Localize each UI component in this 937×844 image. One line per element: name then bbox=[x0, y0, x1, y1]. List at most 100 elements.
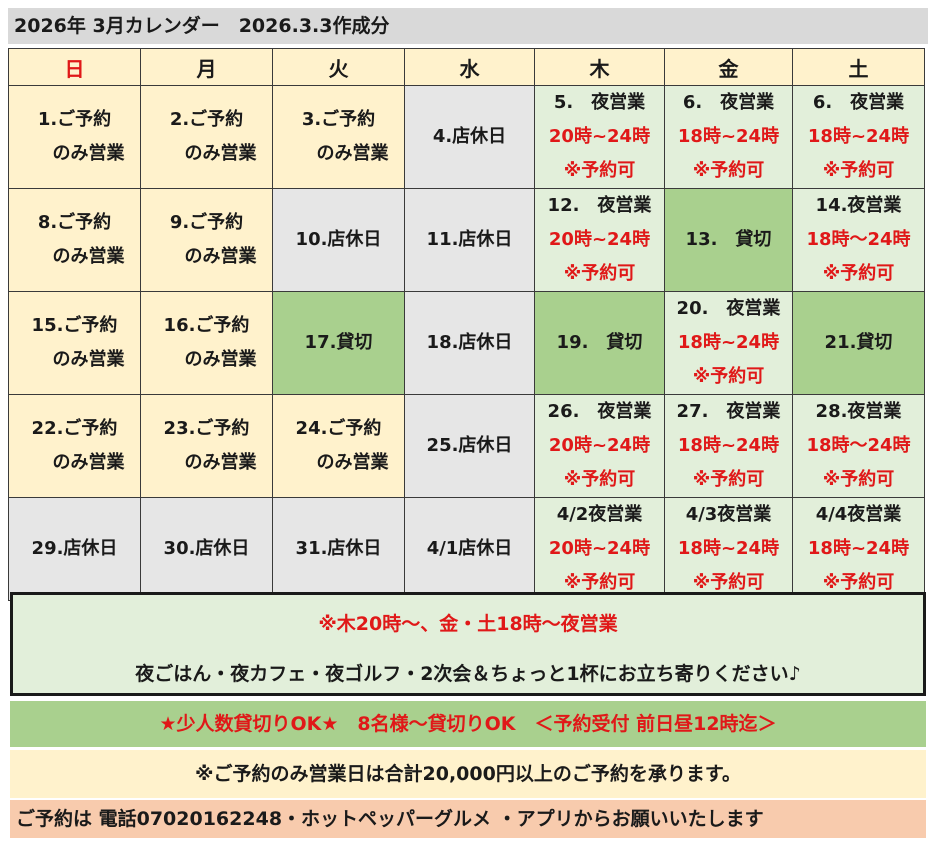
day-cell-reserve: 22.ご予約 のみ営業 bbox=[8, 394, 141, 498]
calendar-grid: 日 月 火 水 木 金 土 1.ご予約 のみ営業 2.ご予約 のみ営業 3.ご予約 のみ営… bbox=[8, 48, 925, 601]
calendar-week-row: 8.ご予約のみ営業 9.ご予約 のみ営業 10.店休日 11.店休日 12. 夜営業 20時… bbox=[8, 188, 925, 292]
day-cell-night: 27. 夜営業 18時~24時 ※予約可 bbox=[664, 394, 793, 498]
night-hours: 20時~24時 bbox=[548, 126, 651, 147]
day-cell-closed: 30.店休日 bbox=[140, 497, 273, 601]
day-label: 26. 夜営業 bbox=[547, 401, 652, 422]
reserve-only-text: のみ営業 bbox=[316, 143, 389, 164]
day-label: 17.貸切 bbox=[304, 332, 373, 353]
night-invite-text: 夜ごはん・夜カフェ・夜ゴルフ・2次会＆ちょっと1杯にお立ち寄りください♪ bbox=[135, 663, 801, 685]
reservation-available: ※予約可 bbox=[692, 366, 765, 387]
night-hours: 20時~24時 bbox=[548, 435, 651, 456]
night-hours-text: ※木20時～、金・土18時～夜営業 bbox=[318, 613, 618, 635]
day-cell-charter: 17.貸切 bbox=[272, 291, 405, 395]
day-cell-closed: 4/1店休日 bbox=[404, 497, 535, 601]
night-hours: 20時~24時 bbox=[548, 229, 651, 250]
reservation-available: ※予約可 bbox=[692, 469, 765, 490]
day-cell-night: 14.夜営業 18時～24時 ※予約可 bbox=[792, 188, 925, 292]
day-label: 11.店休日 bbox=[426, 229, 513, 250]
reserve-only-text: のみ営業 bbox=[184, 452, 257, 473]
day-cell-reserve: 24.ご予約 のみ営業 bbox=[272, 394, 405, 498]
weekday-thu: 木 bbox=[534, 48, 665, 86]
day-cell-night: 28.夜営業 18時～24時 ※予約可 bbox=[792, 394, 925, 498]
reservation-available: ※予約可 bbox=[822, 469, 895, 490]
night-hours: 18時~24時 bbox=[677, 435, 780, 456]
day-label: 25.店休日 bbox=[426, 435, 513, 456]
day-cell-closed: 11.店休日 bbox=[404, 188, 535, 292]
day-label: 8.ご予約 bbox=[37, 212, 112, 233]
reserve-only-text: のみ営業 bbox=[184, 349, 257, 370]
day-cell-night: 20. 夜営業 18時~24時 ※予約可 bbox=[664, 291, 793, 395]
reservation-available: ※予約可 bbox=[563, 469, 636, 490]
night-hours: 18時~24時 bbox=[807, 538, 910, 559]
reservation-available: ※予約可 bbox=[822, 263, 895, 284]
weekday-mon: 月 bbox=[140, 48, 273, 86]
day-cell-closed: 4.店休日 bbox=[404, 85, 535, 189]
reserve-only-text: のみ営業 bbox=[316, 452, 389, 473]
weekday-tue: 火 bbox=[272, 48, 405, 86]
day-label: 16.ご予約 bbox=[163, 315, 250, 336]
day-label: 12. 夜営業 bbox=[547, 195, 652, 216]
reservation-available: ※予約可 bbox=[563, 263, 636, 284]
day-cell-charter: 13. 貸切 bbox=[664, 188, 793, 292]
day-cell-charter: 19. 貸切 bbox=[534, 291, 665, 395]
day-cell-night: 4/2夜営業 20時~24時 ※予約可 bbox=[534, 497, 665, 601]
day-cell-reserve: 15.ご予約のみ営業 bbox=[8, 291, 141, 395]
day-label: 14.夜営業 bbox=[815, 195, 902, 216]
day-label: 1.ご予約 bbox=[37, 109, 112, 130]
day-label: 30.店休日 bbox=[163, 538, 250, 559]
day-label: 20. 夜営業 bbox=[676, 298, 781, 319]
day-cell-night: 5. 夜営業 20時~24時 ※予約可 bbox=[534, 85, 665, 189]
day-cell-reserve: 2.ご予約 のみ営業 bbox=[140, 85, 273, 189]
day-cell-reserve: 9.ご予約 のみ営業 bbox=[140, 188, 273, 292]
day-label: 23.ご予約 bbox=[163, 418, 250, 439]
reserve-only-text: のみ営業 bbox=[52, 246, 125, 267]
calendar-week-row: 29.店休日 30.店休日 31.店休日 4/1店休日 4/2夜営業 20時~24時 ※予約… bbox=[8, 497, 925, 601]
day-cell-reserve: 1.ご予約のみ営業 bbox=[8, 85, 141, 189]
night-hours: 18時～24時 bbox=[806, 435, 911, 456]
day-label: 3.ご予約 bbox=[301, 109, 376, 130]
night-hours: 18時~24時 bbox=[677, 332, 780, 353]
day-cell-closed: 25.店休日 bbox=[404, 394, 535, 498]
reserve-only-text: のみ営業 bbox=[52, 349, 125, 370]
day-label: 15.ご予約 bbox=[31, 315, 118, 336]
day-label: 27. 夜営業 bbox=[676, 401, 781, 422]
calendar-week-row: 15.ご予約 のみ営業 16.ご予約 のみ営業 17.貸切 18.店休日 19. 貸切 20.… bbox=[8, 291, 925, 395]
calendar-week-row: 22.ご予約 のみ営業 23.ご予約 のみ営業 24.ご予約 のみ営業 25.店休日 26. … bbox=[8, 394, 925, 498]
day-cell-night: 6. 夜営業 18時~24時 ※予約可 bbox=[664, 85, 793, 189]
day-label: 19. 貸切 bbox=[556, 332, 643, 353]
weekday-fri: 金 bbox=[664, 48, 793, 86]
day-label: 4.店休日 bbox=[432, 126, 507, 147]
reserve-only-text: のみ営業 bbox=[52, 452, 125, 473]
day-label: 5. 夜営業 bbox=[553, 92, 646, 113]
day-label: 18.店休日 bbox=[426, 332, 513, 353]
reservation-available: ※予約可 bbox=[692, 572, 765, 593]
night-hours: 18時~24時 bbox=[677, 538, 780, 559]
day-label: 9.ご予約 bbox=[169, 212, 244, 233]
night-hours: 20時~24時 bbox=[548, 538, 651, 559]
day-cell-closed: 31.店休日 bbox=[272, 497, 405, 601]
reservation-minimum-note: ※ご予約のみ営業日は合計20,000円以上のご予約を承ります。 bbox=[10, 750, 926, 798]
charter-banner: ★少人数貸切りOK★ 8名様～貸切りOK ＜予約受付 前日昼12時迄＞ bbox=[10, 701, 926, 747]
day-label: 6. 夜営業 bbox=[812, 92, 905, 113]
day-cell-night: 6. 夜営業 18時~24時 ※予約可 bbox=[792, 85, 925, 189]
day-label: 13. 貸切 bbox=[685, 229, 772, 250]
reservation-available: ※予約可 bbox=[563, 572, 636, 593]
weekday-header-row: 日 月 火 水 木 金 土 bbox=[8, 48, 925, 86]
day-label: 28.夜営業 bbox=[815, 401, 902, 422]
night-hours: 18時~24時 bbox=[807, 126, 910, 147]
day-label: 6. 夜営業 bbox=[682, 92, 775, 113]
night-hours: 18時~24時 bbox=[677, 126, 780, 147]
reserve-only-text: のみ営業 bbox=[52, 143, 125, 164]
reservation-available: ※予約可 bbox=[822, 160, 895, 181]
day-cell-reserve: 16.ご予約のみ営業 bbox=[140, 291, 273, 395]
day-cell-closed: 18.店休日 bbox=[404, 291, 535, 395]
calendar-week-row: 1.ご予約 のみ営業 2.ご予約 のみ営業 3.ご予約 のみ営業 4.店休日 5. 夜営業 20… bbox=[8, 85, 925, 189]
day-cell-closed: 10.店休日 bbox=[272, 188, 405, 292]
day-cell-night: 12. 夜営業 20時~24時 ※予約可 bbox=[534, 188, 665, 292]
calendar-title: 2026年 3月カレンダー 2026.3.3作成分 bbox=[8, 8, 928, 44]
day-label: 4/1店休日 bbox=[426, 538, 513, 559]
reservation-available: ※予約可 bbox=[563, 160, 636, 181]
day-cell-reserve: 23.ご予約のみ営業 bbox=[140, 394, 273, 498]
night-business-note: ※木20時～、金・土18時～夜営業 夜ごはん・夜カフェ・夜ゴルフ・2次会＆ちょっ… bbox=[10, 592, 926, 696]
reservation-available: ※予約可 bbox=[822, 572, 895, 593]
